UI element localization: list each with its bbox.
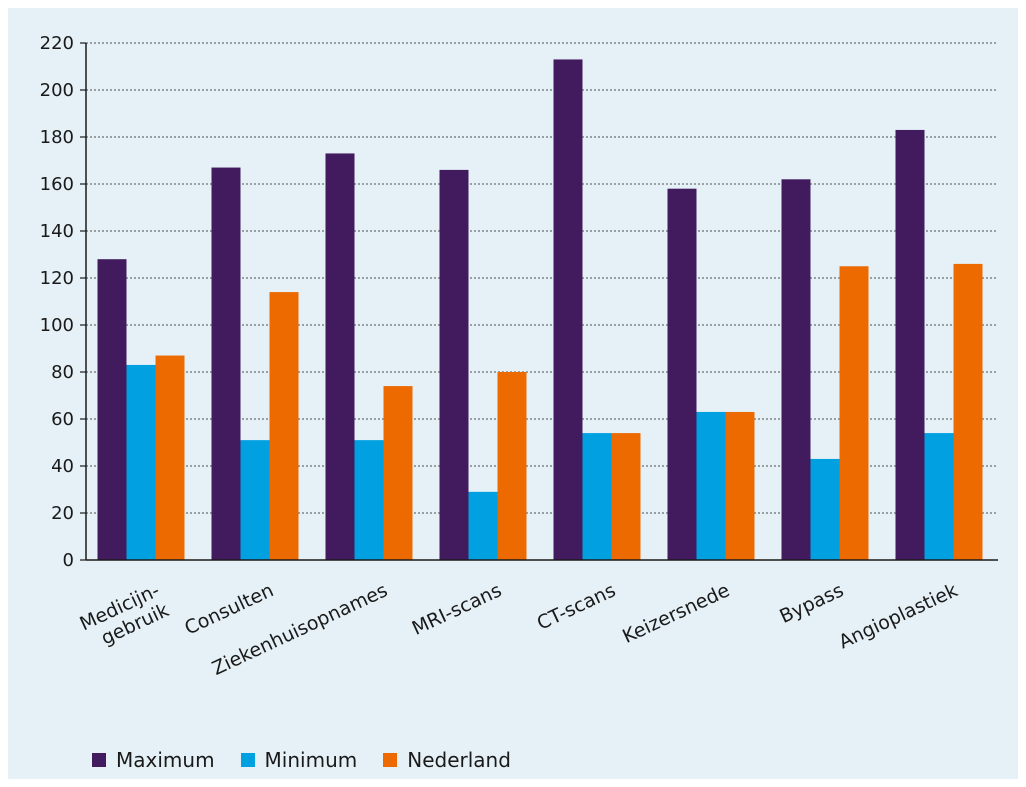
bar-minimum [126, 364, 156, 560]
bar-minimum [354, 440, 384, 560]
x-category-label: CT-scans [534, 579, 619, 634]
y-tick-label: 20 [51, 503, 74, 524]
legend-label: Nederland [407, 748, 511, 772]
y-tick-label: 0 [63, 550, 74, 571]
legend-swatch [92, 753, 106, 767]
y-tick-label: 180 [40, 127, 74, 148]
x-category-label-line: CT-scans [534, 579, 619, 634]
bar-nederland [725, 411, 755, 560]
y-tick-label: 120 [40, 268, 74, 289]
x-category-label: Angioplastiek [835, 579, 961, 653]
x-category-label: Medicijn-gebruik [76, 579, 172, 655]
legend-label: Minimum [264, 748, 358, 772]
y-tick-label: 200 [40, 80, 74, 101]
bar-nederland [953, 263, 983, 560]
y-tick-label: 60 [51, 409, 74, 430]
bar-maximum [781, 179, 811, 561]
bar-maximum [325, 153, 355, 560]
x-category-label-line: Consulten [181, 579, 277, 639]
bar-nederland [497, 372, 527, 560]
y-tick-label: 100 [40, 315, 74, 336]
bar-nederland [155, 355, 185, 560]
chart-panel: 0 20 40 60 80 100 120 140 160 180 200 220 Medicijn-… [8, 8, 1018, 779]
x-category-label-line: Angioplastiek [835, 579, 961, 653]
bar-maximum [895, 129, 925, 560]
bar-nederland [383, 386, 413, 560]
x-category-label: MRI-scans [409, 579, 505, 640]
bar-maximum [553, 59, 583, 560]
x-category-label: Bypass [776, 579, 847, 628]
legend-swatch [240, 753, 255, 767]
bar-minimum [924, 433, 954, 560]
legend-item-minimum: Minimum [240, 748, 358, 772]
bar-minimum [810, 458, 840, 560]
bar-minimum [468, 491, 498, 560]
legend-item-maximum: Maximum [92, 748, 215, 772]
bar-maximum [667, 188, 697, 560]
bar-chart: 0 20 40 60 80 100 120 140 160 180 200 220 Medicijn-… [40, 33, 998, 680]
legend-label: Maximum [116, 748, 215, 772]
bar-minimum [240, 440, 270, 560]
y-tick-label: 80 [51, 362, 74, 383]
bar-nederland [839, 266, 869, 560]
bars [97, 59, 983, 561]
x-axis-labels: Medicijn-gebruik ConsultenZiekenhuisopnam… [76, 579, 961, 680]
bar-minimum [582, 433, 612, 560]
x-category-label-line: MRI-scans [409, 579, 505, 640]
legend-item-nederland: Nederland [383, 748, 511, 772]
y-tick-label: 40 [51, 456, 74, 477]
legend-swatch [383, 753, 398, 767]
bar-maximum [97, 259, 127, 560]
bar-minimum [696, 411, 726, 560]
y-tick-label: 140 [40, 221, 74, 242]
x-category-label: Consulten [181, 579, 277, 639]
y-tick-label: 220 [40, 33, 74, 54]
x-category-label-line: Bypass [776, 579, 847, 628]
bar-maximum [211, 167, 241, 561]
x-category-label-line: Keizersnede [619, 579, 733, 648]
bar-maximum [439, 169, 469, 560]
legend: Maximum Minimum Nederland [92, 748, 511, 772]
y-axis-ticks: 0 20 40 60 80 100 120 140 160 180 200 220 [40, 33, 86, 571]
x-category-label: Keizersnede [619, 579, 733, 648]
y-tick-label: 160 [40, 174, 74, 195]
bar-nederland [269, 292, 299, 560]
bar-nederland [611, 433, 641, 560]
